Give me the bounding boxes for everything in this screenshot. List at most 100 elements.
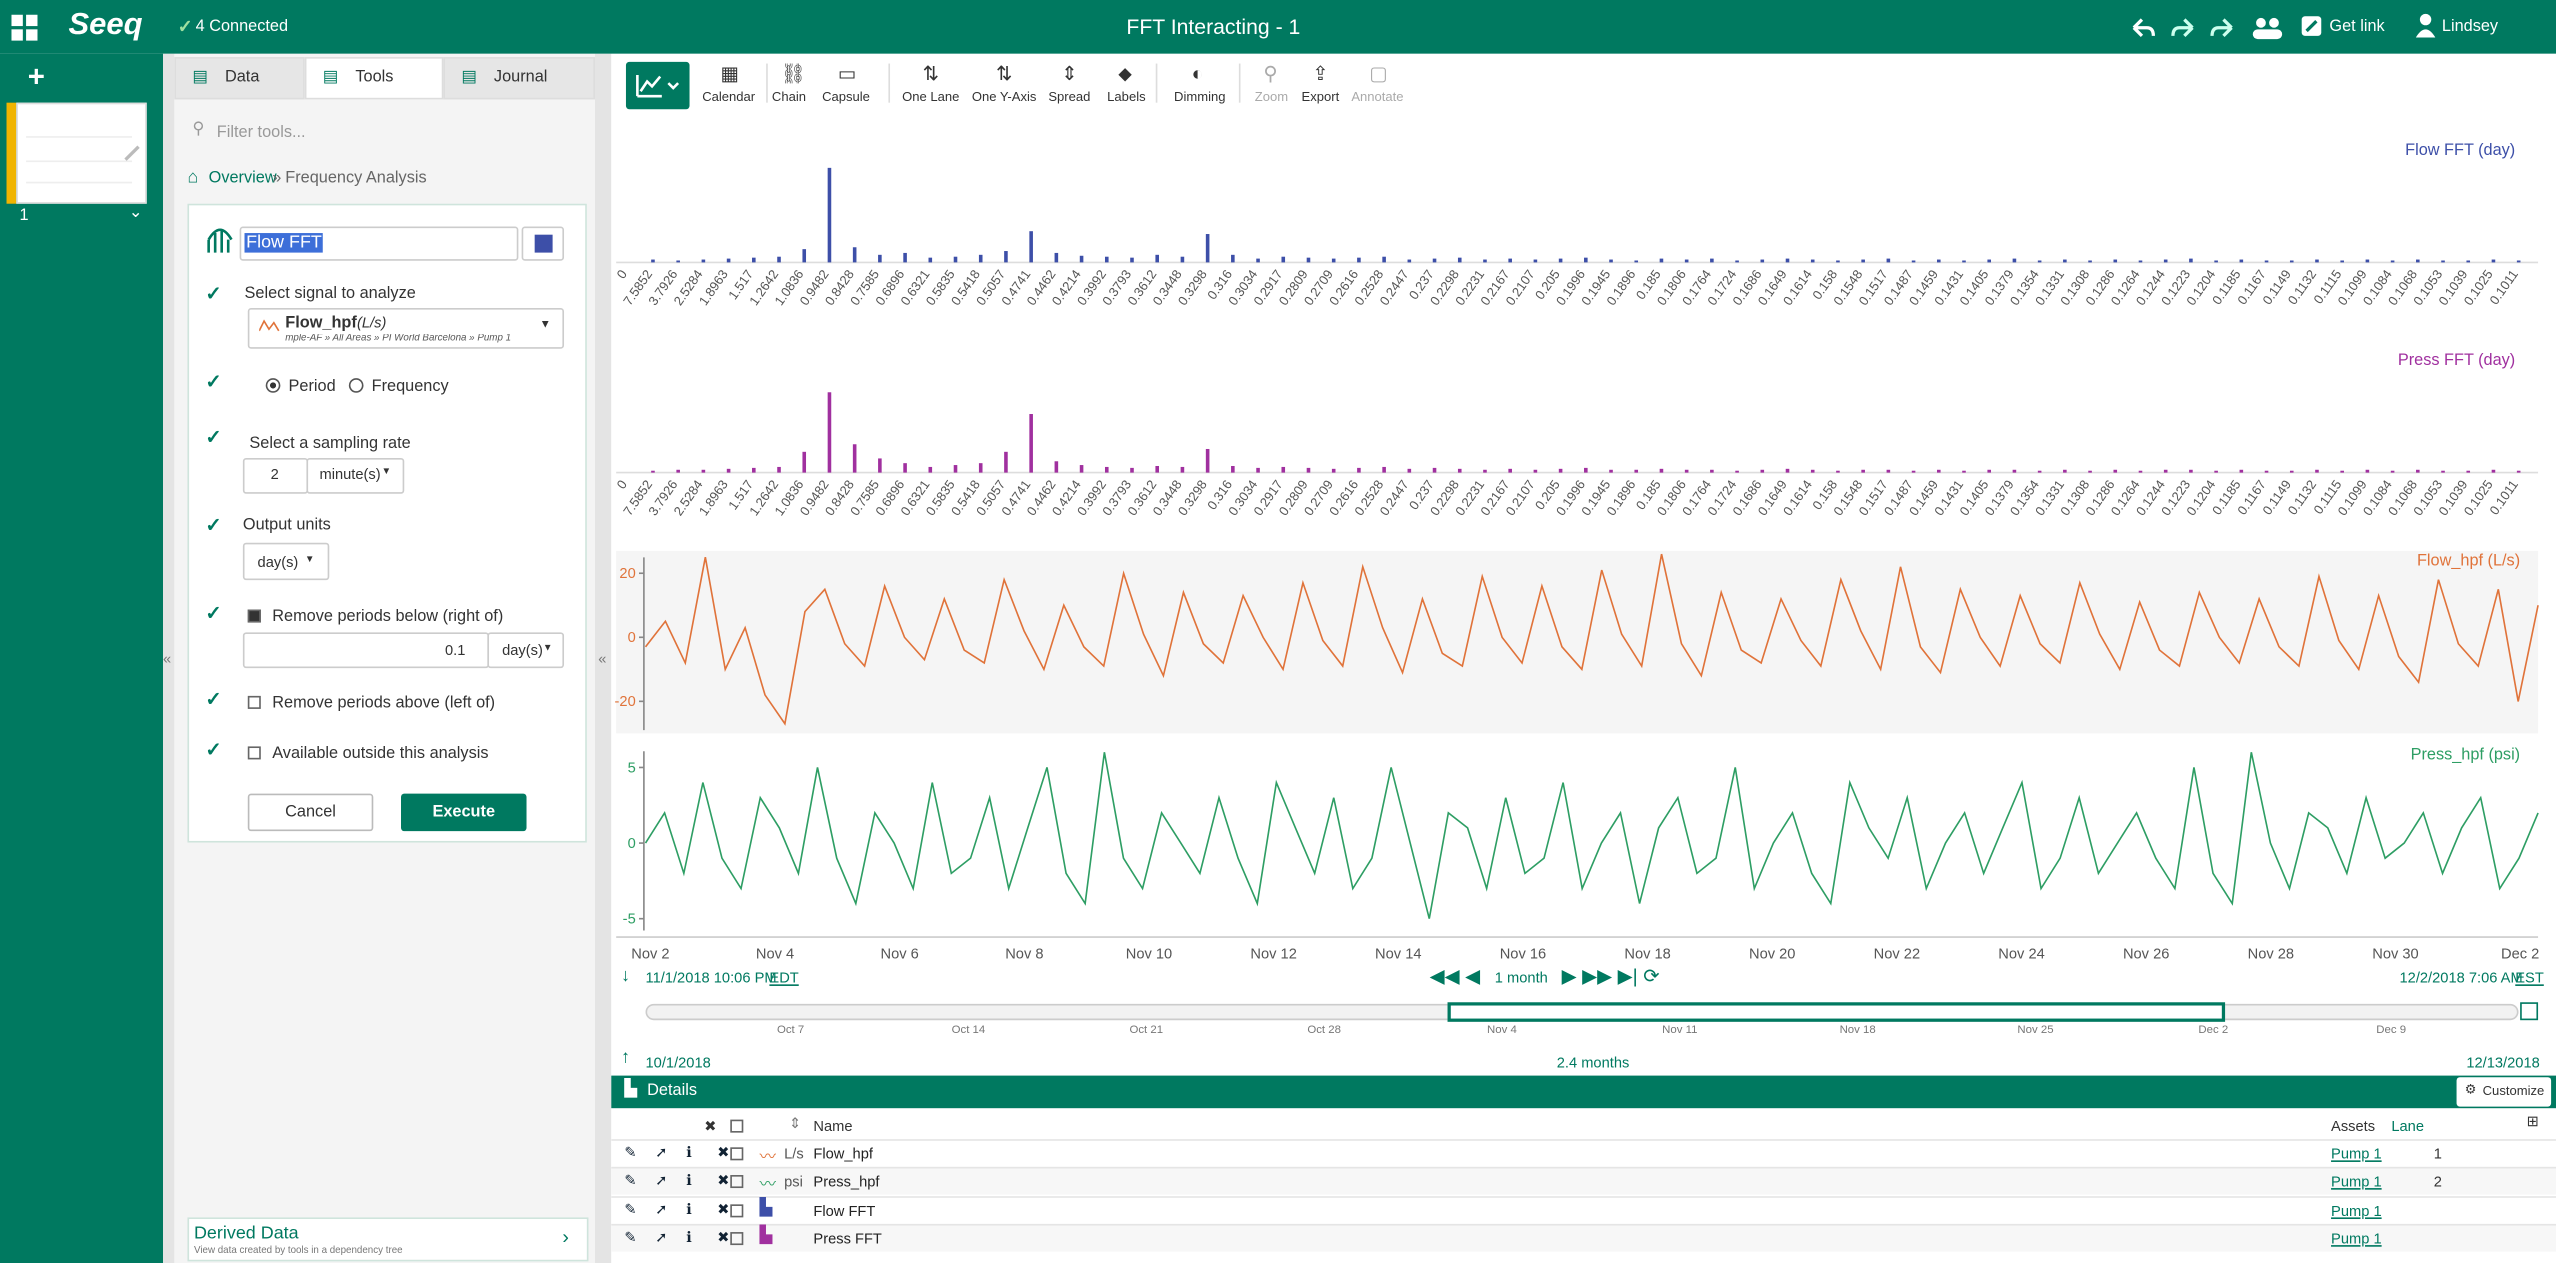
- row-action[interactable]: ✎: [624, 1228, 637, 1245]
- sampling-unit-select[interactable]: [306, 457, 405, 494]
- detail-row[interactable]: ✎ ➚ ℹ ✖ ▙ Flow FFT Pump 1: [611, 1195, 2556, 1224]
- checkbox-below[interactable]: [247, 609, 261, 623]
- forward-icon[interactable]: [2210, 18, 2233, 38]
- toolbar-icon[interactable]: ⇪: [1312, 61, 1329, 85]
- link-icon[interactable]: [2300, 15, 2323, 38]
- row-checkbox[interactable]: [730, 1147, 744, 1161]
- user-name[interactable]: Lindsey: [2441, 17, 2499, 36]
- collapse-strip[interactable]: [594, 53, 612, 1263]
- toolbar-label[interactable]: One Lane: [902, 89, 960, 105]
- redo-icon[interactable]: [2171, 18, 2194, 38]
- row-action[interactable]: ✎: [624, 1200, 637, 1217]
- remove-all[interactable]: ✖: [704, 1117, 717, 1135]
- row-action[interactable]: ➚: [655, 1172, 668, 1189]
- checkbox-available[interactable]: [247, 746, 261, 760]
- row-action[interactable]: ✖: [717, 1200, 730, 1217]
- toolbar-icon[interactable]: ▦: [720, 61, 739, 85]
- toolbar-icon[interactable]: ⇅: [922, 61, 940, 85]
- range-start[interactable]: 11/1/2018 10:06 PM: [645, 969, 777, 986]
- toolbar-label[interactable]: Dimming: [1174, 89, 1226, 105]
- toolbar-icon[interactable]: ◐: [1191, 61, 1204, 85]
- row-action[interactable]: ✖: [717, 1172, 730, 1189]
- collapse-strip[interactable]: [163, 53, 175, 1263]
- nav-controls-right[interactable]: ▶ ▶▶ ▶| ⟳: [1561, 964, 1660, 988]
- signal-select[interactable]: [247, 308, 565, 349]
- get-link[interactable]: Get link: [2329, 17, 2385, 36]
- below-unit-select[interactable]: [487, 632, 565, 669]
- row-asset[interactable]: Pump 1: [2331, 1145, 2382, 1162]
- filter-input[interactable]: [182, 114, 587, 150]
- toolbar-label[interactable]: One Y-Axis: [971, 89, 1037, 105]
- select-all[interactable]: [730, 1119, 744, 1133]
- navigator-start[interactable]: 10/1/2018: [645, 1054, 711, 1071]
- toolbar-label[interactable]: Capsule: [822, 89, 870, 105]
- radio-frequency[interactable]: [348, 378, 364, 393]
- output-select[interactable]: [242, 542, 330, 581]
- undo-icon[interactable]: [2132, 18, 2155, 38]
- row-action[interactable]: ✖: [717, 1144, 730, 1161]
- checkbox-above[interactable]: [247, 695, 261, 709]
- row-action[interactable]: ➚: [655, 1228, 668, 1245]
- row-action[interactable]: ℹ: [686, 1172, 692, 1189]
- row-checkbox[interactable]: [730, 1203, 744, 1217]
- app-menu-icon[interactable]: [11, 14, 38, 41]
- sort-icon[interactable]: ⇕: [788, 1114, 802, 1132]
- radio-period[interactable]: [265, 378, 281, 393]
- row-action[interactable]: ℹ: [686, 1228, 692, 1245]
- worksheet-menu[interactable]: ⌄: [128, 203, 143, 222]
- row-asset[interactable]: Pump 1: [2331, 1230, 2382, 1247]
- toolbar-icon[interactable]: ⬥: [1118, 61, 1132, 85]
- tab[interactable]: ▤ Data: [174, 57, 305, 100]
- tab[interactable]: ▤ Tools: [304, 57, 444, 100]
- range-end[interactable]: 12/2/2018 7:06 AM: [2399, 969, 2523, 986]
- navigator-zoom[interactable]: [2520, 1002, 2539, 1021]
- toolbar-label[interactable]: Calendar: [702, 89, 756, 105]
- detail-row[interactable]: ✎ ➚ ℹ ✖ ▙ Press FFT Pump 1: [611, 1223, 2556, 1252]
- collapse-icon[interactable]: «: [163, 650, 172, 667]
- row-action[interactable]: ✖: [717, 1228, 730, 1245]
- breadcrumb-overview[interactable]: Overview: [208, 169, 277, 188]
- toolbar-label[interactable]: Labels: [1107, 89, 1146, 105]
- connected-status[interactable]: 4 Connected: [195, 17, 289, 36]
- toolbar-icon[interactable]: ▭: [837, 61, 857, 85]
- nav-controls-left[interactable]: ◀◀ ◀: [1429, 964, 1481, 988]
- navigator-selection[interactable]: [1447, 1002, 2226, 1022]
- toolbar-icon[interactable]: ⛓: [780, 61, 806, 85]
- user-icon[interactable]: [2415, 13, 2436, 38]
- range-duration[interactable]: 1 month: [1494, 969, 1548, 986]
- row-checkbox[interactable]: [730, 1175, 744, 1189]
- row-action[interactable]: ➚: [655, 1144, 668, 1161]
- view-selector[interactable]: [625, 61, 690, 110]
- collapse-icon[interactable]: «: [598, 650, 607, 667]
- row-action[interactable]: ℹ: [686, 1200, 692, 1217]
- tab[interactable]: ▤ Journal: [443, 57, 595, 100]
- detail-row[interactable]: ✎ ➚ ℹ ✖ 〰 L/s Flow_hpf Pump 1 1: [611, 1139, 2556, 1167]
- row-action[interactable]: ℹ: [686, 1144, 692, 1161]
- row-action[interactable]: ✎: [624, 1144, 637, 1161]
- toolbar-icon[interactable]: ⇅: [995, 61, 1013, 85]
- below-input[interactable]: [242, 632, 490, 669]
- customize-button[interactable]: [2456, 1077, 2552, 1107]
- col-lane[interactable]: Lane: [2391, 1117, 2425, 1135]
- range-end-tz[interactable]: EST: [2515, 969, 2544, 986]
- worksheet-thumbnail[interactable]: [16, 102, 147, 204]
- execute-button[interactable]: Execute: [401, 793, 527, 832]
- color-picker[interactable]: [521, 226, 565, 261]
- row-asset[interactable]: Pump 1: [2331, 1173, 2382, 1191]
- users-icon[interactable]: [2256, 17, 2266, 28]
- add-worksheet[interactable]: +: [27, 60, 45, 93]
- name-input[interactable]: [239, 226, 519, 261]
- row-action[interactable]: ✎: [624, 1172, 637, 1189]
- range-start-tz[interactable]: EDT: [769, 969, 799, 986]
- cancel-button[interactable]: Cancel: [247, 793, 374, 832]
- col-name[interactable]: Name: [813, 1117, 853, 1135]
- derived-data-panel[interactable]: [187, 1217, 589, 1262]
- detail-row[interactable]: ✎ ➚ ℹ ✖ 〰 psi Press_hpf Pump 1 2: [611, 1167, 2556, 1196]
- column-settings[interactable]: ⊞: [2526, 1113, 2539, 1130]
- row-asset[interactable]: Pump 1: [2331, 1202, 2382, 1219]
- row-action[interactable]: ➚: [655, 1200, 668, 1217]
- col-assets[interactable]: Assets: [2331, 1117, 2376, 1135]
- toolbar-label[interactable]: Export: [1301, 89, 1340, 105]
- row-checkbox[interactable]: [730, 1231, 744, 1245]
- toolbar-icon[interactable]: ⇕: [1061, 61, 1078, 85]
